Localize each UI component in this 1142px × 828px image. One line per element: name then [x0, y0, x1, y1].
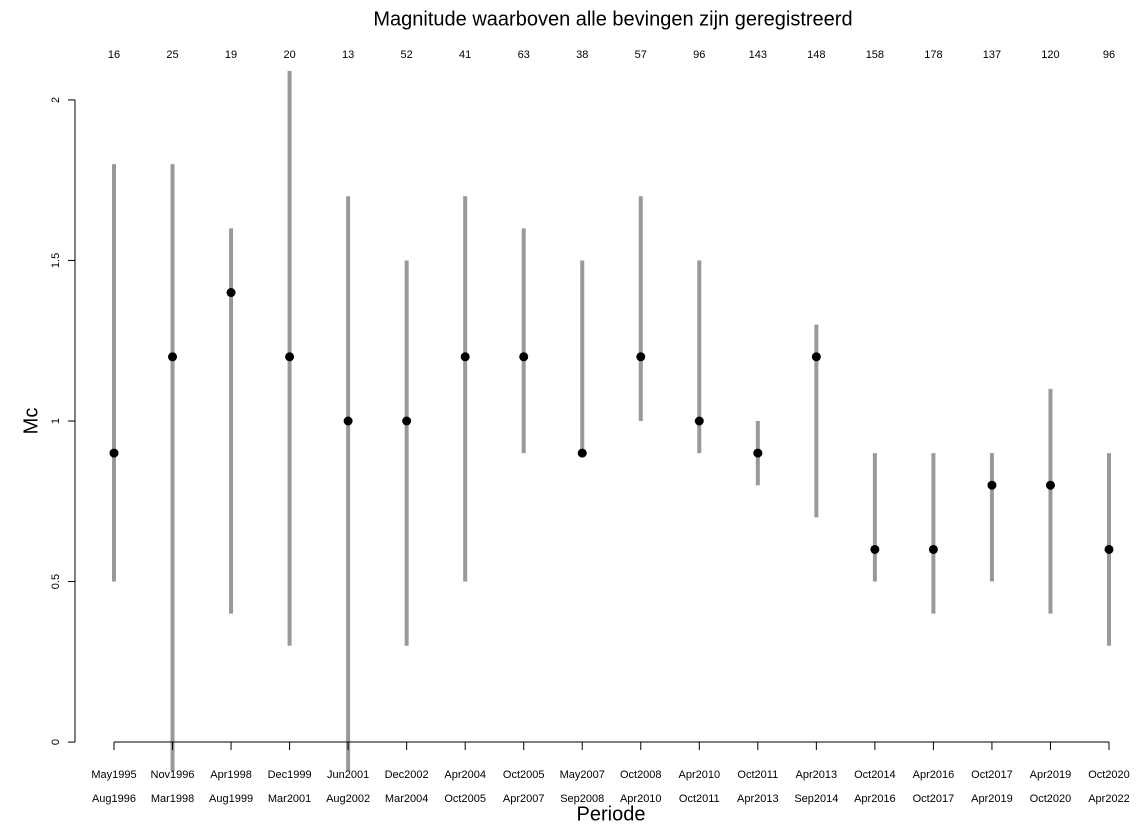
point: [987, 480, 997, 490]
x-tick-label-start: Dec1999: [268, 769, 312, 781]
x-tick-label-start: Oct2008: [620, 769, 662, 781]
x-tick-label-end: Aug2002: [326, 793, 370, 805]
x-tick-label-start: Oct2005: [503, 769, 545, 781]
point: [460, 352, 470, 362]
x-tick-label-start: Dec2002: [385, 769, 429, 781]
count-label: 137: [983, 49, 1001, 61]
plot-area: [109, 71, 1114, 771]
point: [870, 544, 880, 554]
chart-title: Magnitude waarboven alle bevingen zijn g…: [373, 8, 852, 30]
x-tick-label-end: Sep2014: [794, 793, 838, 805]
x-tick-label-start: Apr1998: [210, 769, 252, 781]
x-tick-label-start: May2007: [560, 769, 605, 781]
x-tick-label-start: May1995: [91, 769, 136, 781]
count-label: 143: [749, 49, 767, 61]
count-label: 120: [1041, 49, 1059, 61]
point: [109, 448, 119, 458]
point: [226, 288, 236, 298]
y-tick-label: 0.5: [50, 574, 62, 589]
point: [694, 416, 704, 426]
x-tick-label-end: Apr2019: [971, 793, 1013, 805]
x-tick-label-end: Apr2022: [1088, 793, 1130, 805]
x-tick-label-end: Apr2007: [503, 793, 545, 805]
x-tick-label-start: Oct2014: [854, 769, 896, 781]
x-tick-label-start: Oct2020: [1088, 769, 1130, 781]
point: [402, 416, 412, 426]
point: [168, 352, 178, 362]
y-axis-title: Mc: [20, 408, 42, 435]
point: [928, 544, 938, 554]
x-tick-label-end: Aug1996: [92, 793, 136, 805]
point: [343, 416, 353, 426]
y-tick-label: 1: [50, 418, 62, 424]
x-axis-title: Periode: [577, 803, 646, 825]
x-tick-label-end: Aug1999: [209, 793, 253, 805]
x-tick-label-start: Apr2004: [444, 769, 486, 781]
point: [811, 352, 821, 362]
count-label: 19: [225, 49, 237, 61]
count-label: 16: [108, 49, 120, 61]
x-tick-label-end: Mar1998: [151, 793, 194, 805]
count-label: 25: [166, 49, 178, 61]
x-tick-label-start: Apr2019: [1030, 769, 1072, 781]
count-label: 63: [518, 49, 530, 61]
y-tick-label: 1.5: [50, 253, 62, 268]
point: [636, 352, 646, 362]
count-label: 148: [807, 49, 825, 61]
x-tick-label-end: Mar2001: [268, 793, 311, 805]
x-tick-label-end: Oct2017: [913, 793, 955, 805]
y-tick-label: 2: [50, 97, 62, 103]
count-label: 57: [635, 49, 647, 61]
x-tick-label-end: Apr2013: [737, 793, 779, 805]
x-tick-label-start: Apr2010: [678, 769, 720, 781]
x-tick-label-end: Apr2010: [620, 793, 662, 805]
x-tick-label-end: Oct2020: [1030, 793, 1072, 805]
x-tick-label-start: Oct2011: [737, 769, 778, 781]
count-label: 158: [866, 49, 884, 61]
point: [753, 448, 763, 458]
x-tick-label-end: Apr2016: [854, 793, 896, 805]
x-tick-label-end: Mar2004: [385, 793, 428, 805]
y-tick-label: 0: [50, 739, 62, 745]
x-tick-label-start: Nov1996: [151, 769, 195, 781]
point: [519, 352, 529, 362]
count-label: 41: [459, 49, 471, 61]
point: [285, 352, 295, 362]
x-tick-label-end: Oct2005: [444, 793, 486, 805]
count-label: 20: [283, 49, 295, 61]
x-tick-label-start: Jun2001: [327, 769, 369, 781]
count-label: 178: [924, 49, 942, 61]
x-tick-label-start: Oct2017: [971, 769, 1013, 781]
count-label: 52: [401, 49, 413, 61]
count-label: 96: [1103, 49, 1115, 61]
point: [577, 448, 587, 458]
count-label: 96: [693, 49, 705, 61]
x-tick-label-start: Apr2016: [913, 769, 955, 781]
count-label: 38: [576, 49, 588, 61]
x-tick-label-start: Apr2013: [796, 769, 838, 781]
point: [1045, 480, 1055, 490]
x-tick-label-end: Sep2008: [560, 793, 604, 805]
count-label: 13: [342, 49, 354, 61]
x-tick-label-end: Oct2011: [679, 793, 720, 805]
point: [1104, 544, 1114, 554]
